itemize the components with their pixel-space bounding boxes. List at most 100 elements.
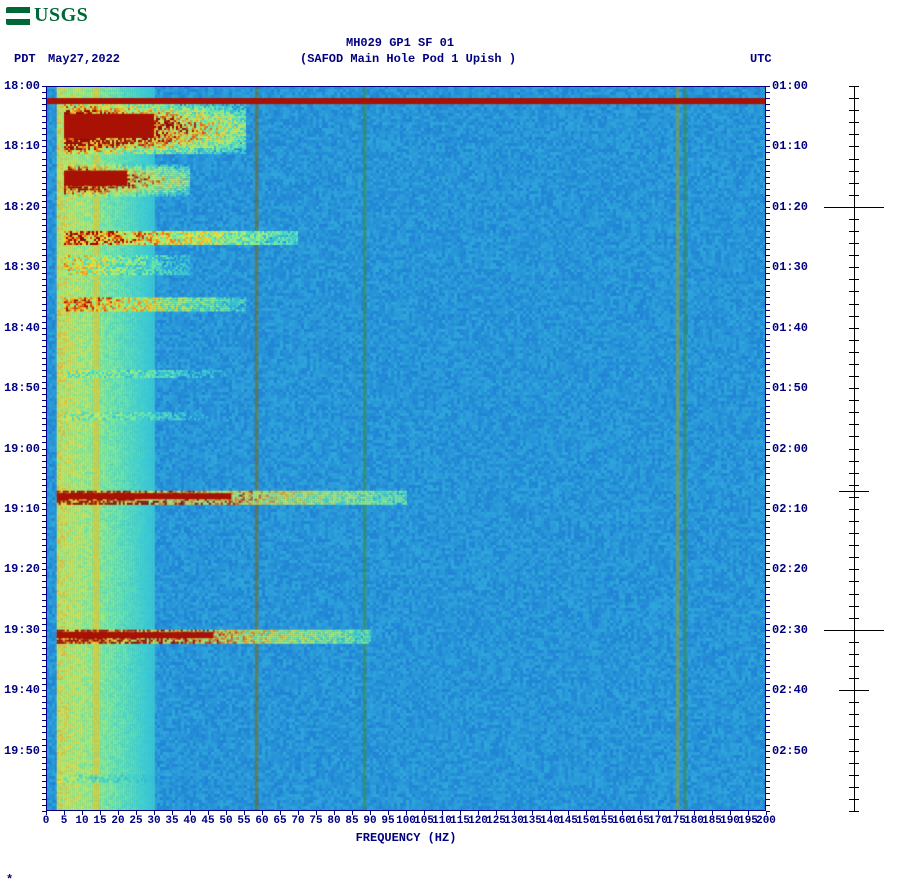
ytick-minor-right xyxy=(766,696,770,697)
ytick-minor-left xyxy=(42,213,46,214)
ytick-minor-left xyxy=(42,152,46,153)
xtick-label: 25 xyxy=(129,815,142,827)
ytick-minor-left xyxy=(42,781,46,782)
side-axis-tick xyxy=(849,702,859,703)
ytick-minor-right xyxy=(766,201,770,202)
ytick-minor-left xyxy=(42,201,46,202)
ytick-right-label: 02:50 xyxy=(772,744,808,758)
xtick-label: 150 xyxy=(576,815,596,827)
xtick-label: 170 xyxy=(648,815,668,827)
ytick-right-label: 01:40 xyxy=(772,321,808,335)
ytick-minor-right xyxy=(766,104,770,105)
ytick-minor-left xyxy=(42,358,46,359)
ytick-minor-right xyxy=(766,636,770,637)
ytick-minor-right xyxy=(766,159,770,160)
footer-asterisk: * xyxy=(6,873,13,887)
ytick-left-label: 18:50 xyxy=(4,381,40,395)
ytick-minor-left xyxy=(42,732,46,733)
side-axis-tick xyxy=(849,436,859,437)
xtick-label: 90 xyxy=(363,815,376,827)
ytick-minor-right xyxy=(766,352,770,353)
xtick-label: 175 xyxy=(666,815,686,827)
ytick-minor-left xyxy=(42,310,46,311)
side-axis-tick xyxy=(849,799,859,800)
ytick-minor-right xyxy=(766,249,770,250)
xtick-label: 185 xyxy=(702,815,722,827)
side-axis-tick xyxy=(849,811,859,812)
ytick-minor-left xyxy=(42,467,46,468)
ytick-minor-left xyxy=(42,424,46,425)
ytick-minor-left xyxy=(42,485,46,486)
ytick-minor-right xyxy=(766,279,770,280)
xtick-label: 0 xyxy=(43,815,50,827)
ytick-minor-left xyxy=(42,624,46,625)
ytick-minor-left xyxy=(42,243,46,244)
ytick-minor-right xyxy=(766,122,770,123)
ytick-minor-left xyxy=(42,455,46,456)
ytick-minor-right xyxy=(766,237,770,238)
ytick-minor-right xyxy=(766,624,770,625)
ytick-minor-left xyxy=(42,110,46,111)
side-axis-tick xyxy=(849,594,859,595)
side-axis-tick xyxy=(849,304,859,305)
ytick-minor-left xyxy=(42,418,46,419)
xtick-label: 10 xyxy=(75,815,88,827)
ytick-minor-right xyxy=(766,533,770,534)
ytick-minor-right xyxy=(766,310,770,311)
side-axis-tick xyxy=(849,352,859,353)
ytick-minor-right xyxy=(766,793,770,794)
ytick-minor-left xyxy=(42,799,46,800)
ytick-minor-right xyxy=(766,594,770,595)
ytick-minor-right xyxy=(766,346,770,347)
ytick-minor-left xyxy=(42,261,46,262)
ytick-minor-right xyxy=(766,726,770,727)
ytick-minor-right xyxy=(766,189,770,190)
ytick-minor-right xyxy=(766,702,770,703)
xtick-label: 100 xyxy=(396,815,416,827)
ytick-minor-left xyxy=(42,660,46,661)
ytick-minor-left xyxy=(42,304,46,305)
ytick-minor-right xyxy=(766,521,770,522)
left-timezone: PDT xyxy=(14,52,36,66)
spectrogram-plot: 18:0018:1018:2018:3018:4018:5019:0019:10… xyxy=(46,86,766,811)
ytick-minor-right xyxy=(766,479,770,480)
ytick-minor-left xyxy=(42,159,46,160)
ytick-left-label: 19:50 xyxy=(4,744,40,758)
ytick-left-label: 19:20 xyxy=(4,562,40,576)
ytick-minor-left xyxy=(42,745,46,746)
ytick-right-label: 01:00 xyxy=(772,79,808,93)
ytick-minor-right xyxy=(766,430,770,431)
ytick-left-label: 19:30 xyxy=(4,623,40,637)
ytick-minor-left xyxy=(42,751,46,752)
side-axis-tick xyxy=(849,569,859,570)
ytick-minor-right xyxy=(766,563,770,564)
ytick-minor-left xyxy=(42,255,46,256)
ytick-right-label: 01:20 xyxy=(772,200,808,214)
ytick-minor-left xyxy=(42,267,46,268)
ytick-minor-left xyxy=(42,763,46,764)
ytick-minor-left xyxy=(42,461,46,462)
side-axis-tick xyxy=(849,726,859,727)
x-axis-label: FREQUENCY (HZ) xyxy=(356,831,457,845)
xtick-label: 130 xyxy=(504,815,524,827)
ytick-minor-right xyxy=(766,720,770,721)
ytick-minor-right xyxy=(766,769,770,770)
xtick-label: 5 xyxy=(61,815,68,827)
ytick-minor-left xyxy=(42,527,46,528)
xtick-label: 120 xyxy=(468,815,488,827)
ytick-minor-left xyxy=(42,636,46,637)
ytick-minor-right xyxy=(766,666,770,667)
ytick-minor-right xyxy=(766,708,770,709)
xtick-label: 20 xyxy=(111,815,124,827)
ytick-minor-left xyxy=(42,533,46,534)
ytick-minor-left xyxy=(42,134,46,135)
ytick-minor-left xyxy=(42,775,46,776)
ytick-minor-left xyxy=(42,757,46,758)
ytick-right-label: 02:20 xyxy=(772,562,808,576)
ytick-minor-left xyxy=(42,642,46,643)
side-axis-tick xyxy=(849,122,859,123)
ytick-minor-right xyxy=(766,364,770,365)
usgs-logo: USGS xyxy=(6,4,88,27)
ytick-minor-right xyxy=(766,225,770,226)
side-axis-tick xyxy=(849,110,859,111)
